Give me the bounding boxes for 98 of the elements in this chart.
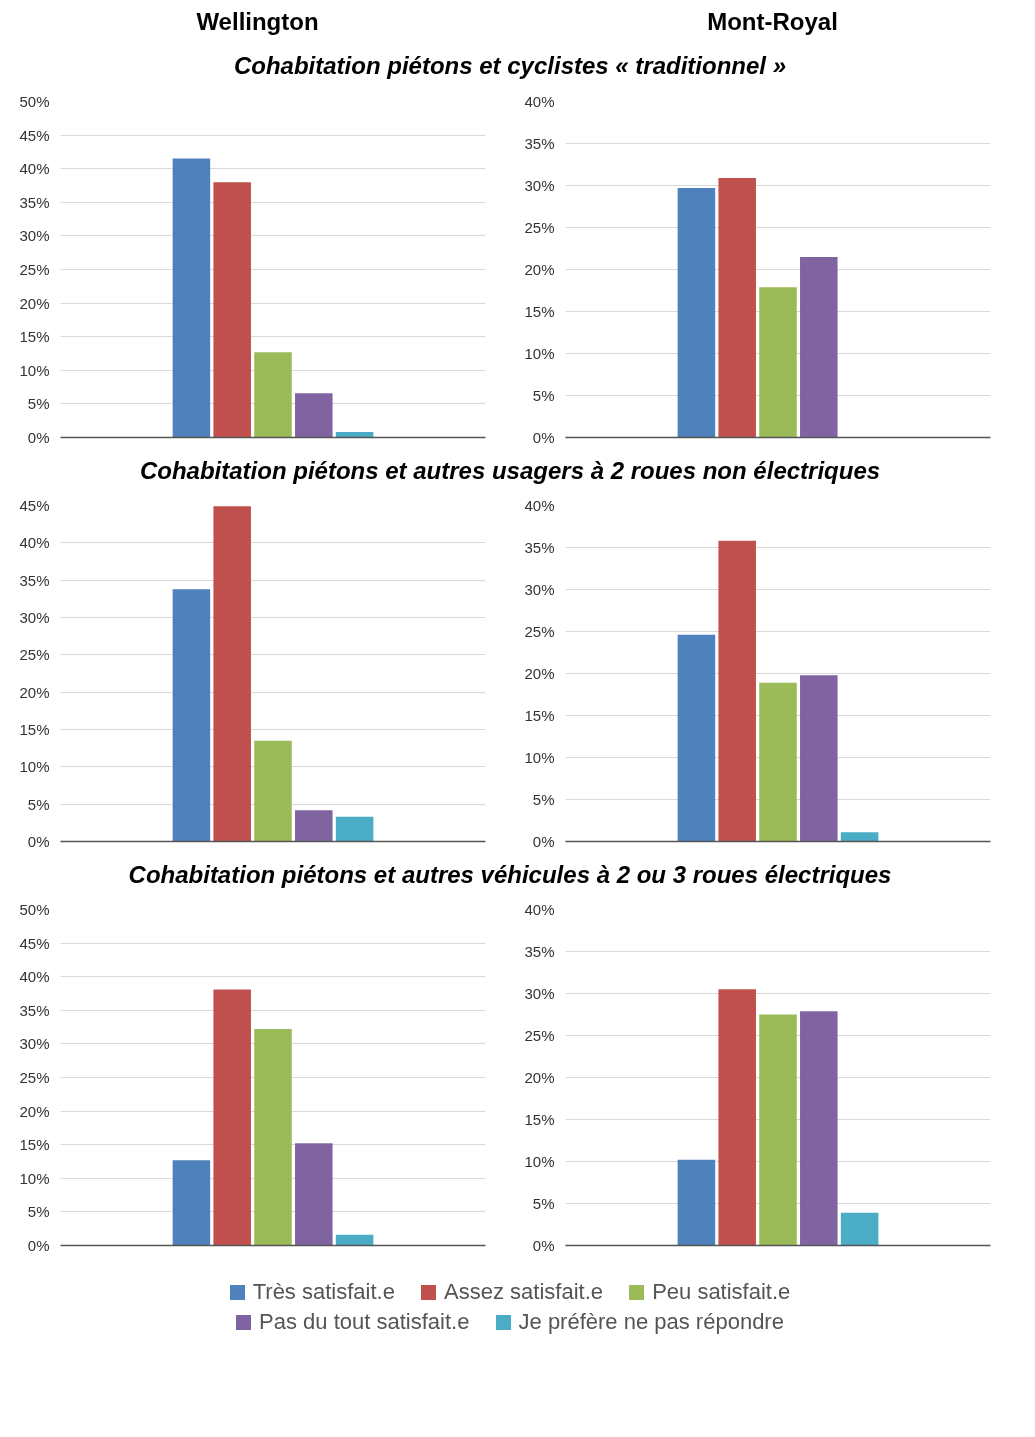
y-tick-label: 0% (532, 428, 555, 446)
bar (213, 506, 251, 842)
bar (718, 989, 756, 1246)
y-tick-label: 20% (524, 260, 555, 278)
y-tick-label: 0% (532, 832, 555, 850)
bar (759, 286, 797, 438)
bar (213, 181, 251, 438)
y-tick-label: 25% (19, 1069, 50, 1087)
y-tick-label: 15% (19, 1136, 50, 1154)
bar (172, 158, 211, 438)
y-tick-label: 5% (27, 1203, 50, 1221)
bar (172, 588, 211, 842)
bar (254, 351, 292, 438)
y-tick-label: 5% (532, 1195, 555, 1213)
y-tick-label: 20% (19, 683, 50, 701)
y-tick-label: 45% (19, 126, 50, 144)
y-tick-label: 30% (19, 608, 50, 626)
legend-label: Pas du tout satisfait.e (258, 1309, 470, 1335)
y-tick-label: 15% (19, 327, 50, 345)
bar (254, 740, 292, 842)
y-tick-label: 25% (19, 646, 50, 664)
y-tick-label: 15% (524, 706, 555, 724)
y-tick-label: 25% (524, 218, 555, 236)
y-tick-label: 30% (19, 1035, 50, 1053)
y-tick-label: 30% (19, 226, 50, 244)
chart-subtitle: Cohabitation piétons et cyclistes « traditionnel » (233, 51, 787, 82)
bar (335, 431, 374, 438)
y-tick-label: 5% (532, 790, 555, 808)
bar (295, 809, 333, 842)
y-tick-label: 0% (27, 1237, 50, 1255)
y-tick-label: 20% (19, 294, 50, 312)
y-tick-label: 10% (524, 1153, 555, 1171)
y-tick-label: 25% (524, 1027, 555, 1045)
y-tick-label: 20% (524, 1069, 555, 1087)
y-tick-label: 10% (19, 1169, 50, 1187)
bar (335, 1234, 374, 1246)
y-tick-label: 10% (19, 758, 50, 776)
y-tick-label: 5% (27, 394, 50, 412)
y-tick-label: 35% (524, 943, 555, 961)
bar (800, 1011, 838, 1246)
y-tick-label: 35% (524, 538, 555, 556)
legend-label: Peu satisfait.e (651, 1279, 791, 1305)
bar (254, 1029, 292, 1246)
y-tick-label: 40% (19, 534, 50, 552)
y-tick-label: 25% (524, 622, 555, 640)
y-tick-label: 5% (27, 795, 50, 813)
chart-subtitle: Cohabitation piétons et autres usagers à 2 roues non électriques (139, 455, 881, 486)
chart-title: Wellington (196, 7, 319, 37)
y-tick-label: 15% (524, 1111, 555, 1129)
bar (295, 1143, 333, 1246)
bar (677, 187, 716, 438)
y-tick-label: 0% (532, 1237, 555, 1255)
bar (840, 832, 879, 842)
y-tick-label: 15% (524, 302, 555, 320)
y-tick-label: 40% (19, 968, 50, 986)
y-tick-label: 50% (19, 901, 50, 919)
bar (718, 540, 756, 842)
y-tick-label: 50% (19, 92, 50, 110)
y-tick-label: 10% (19, 361, 50, 379)
chart-subtitle: Cohabitation piétons et autres véhicules à 2 ou 3 roues électriques (128, 859, 892, 890)
bar (677, 634, 716, 842)
bar (335, 816, 374, 842)
bar (759, 682, 797, 842)
y-tick-label: 30% (524, 985, 555, 1003)
y-tick-label: 15% (19, 720, 50, 738)
legend-label: Je préfère ne pas répondre (517, 1309, 784, 1335)
y-tick-label: 45% (19, 496, 50, 514)
y-tick-label: 20% (19, 1102, 50, 1120)
y-tick-label: 30% (524, 176, 555, 194)
y-tick-label: 5% (532, 386, 555, 404)
y-tick-label: 35% (19, 193, 50, 211)
legend-label: Très satisfait.e (251, 1279, 395, 1305)
y-tick-label: 10% (524, 344, 555, 362)
y-tick-label: 45% (19, 934, 50, 952)
bar (172, 1160, 211, 1246)
y-tick-label: 0% (27, 428, 50, 446)
bar (840, 1212, 879, 1246)
bar (295, 392, 333, 438)
y-tick-label: 40% (524, 496, 555, 514)
legend-label: Assez satisfait.e (443, 1279, 603, 1305)
bar (677, 1159, 716, 1246)
y-tick-label: 40% (524, 901, 555, 919)
y-tick-label: 40% (524, 92, 555, 110)
y-tick-label: 35% (19, 1001, 50, 1019)
y-tick-label: 0% (27, 832, 50, 850)
y-tick-label: 10% (524, 748, 555, 766)
y-tick-label: 30% (524, 580, 555, 598)
bar (718, 177, 756, 438)
y-tick-label: 35% (19, 571, 50, 589)
y-tick-label: 20% (524, 664, 555, 682)
bar (213, 989, 251, 1246)
bar (759, 1014, 797, 1246)
chart-title: Mont-Royal (707, 7, 838, 37)
bar (800, 256, 838, 438)
y-tick-label: 35% (524, 134, 555, 152)
bar (800, 675, 838, 842)
y-tick-label: 40% (19, 159, 50, 177)
y-tick-label: 25% (19, 260, 50, 278)
